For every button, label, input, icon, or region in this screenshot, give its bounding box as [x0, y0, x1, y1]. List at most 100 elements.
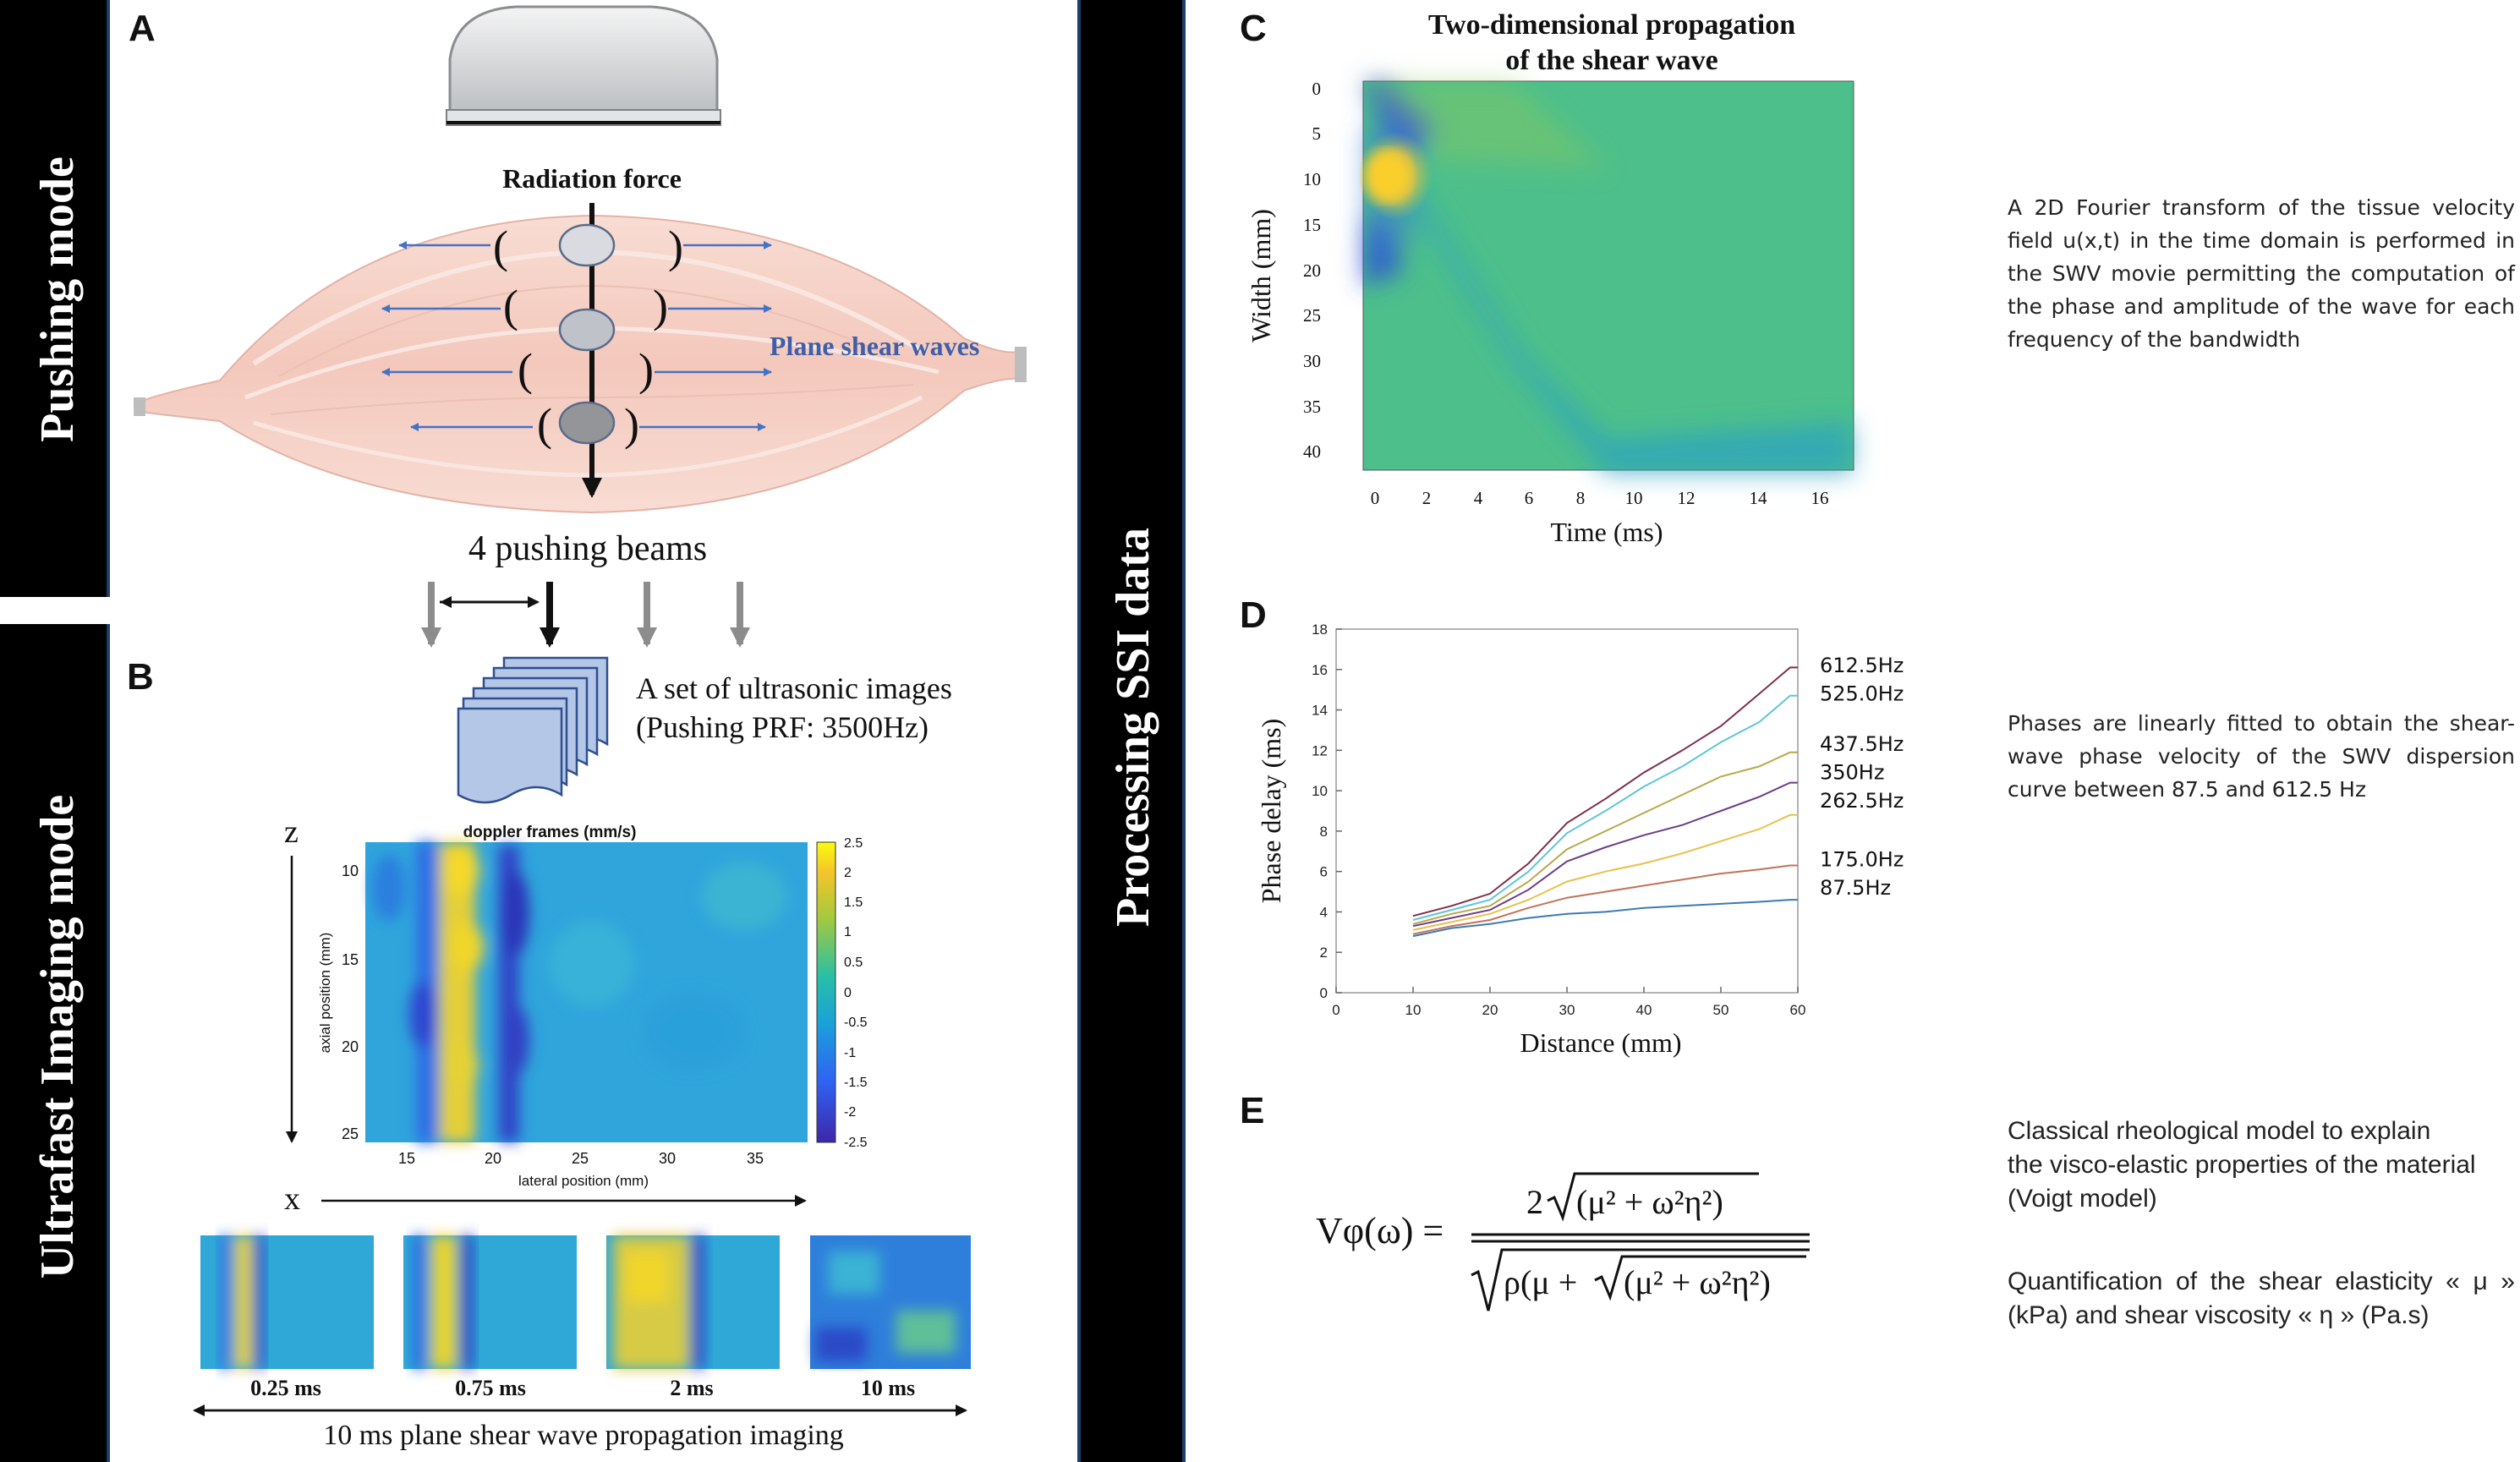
y-tick-label: 16 — [1312, 662, 1328, 678]
x-tick-label: 50 — [1713, 1002, 1729, 1018]
panel-c-ylabel: Width (mm) — [1246, 209, 1276, 342]
colorbar-tick: -2 — [844, 1105, 856, 1120]
quant-desc-line1: Quantification of the shear elasticity «… — [2008, 1268, 2515, 1295]
voigt-description: Classical rheological model to explain t… — [2008, 1114, 2515, 1216]
doppler-heatmap — [365, 842, 808, 1142]
series-line-87.5Hz — [1412, 899, 1798, 938]
y-tick-label: 10 — [1312, 783, 1328, 799]
axis-z-label: z — [284, 814, 299, 850]
voigt-desc-line3: (Voigt model) — [2008, 1185, 2157, 1213]
doppler-ylabel: axial position (mm) — [317, 933, 333, 1054]
doppler-x-tick: 35 — [747, 1150, 764, 1167]
denominator-inner-radical — [1594, 1255, 1806, 1301]
equation-den-radicand: (μ² + ω²η²) — [1624, 1263, 1771, 1301]
colorbar-tick: -1.5 — [844, 1076, 868, 1090]
voigt-equation: Vφ(ω) = 2 (μ² + ω²η²) ρ(μ + (μ² + ω²η²) — [1316, 1172, 1810, 1311]
y-tick-label: 12 — [1312, 742, 1328, 758]
doppler-x-tick: 20 — [485, 1150, 501, 1167]
chart-xlabel: Distance (mm) — [1520, 1027, 1681, 1058]
doppler-y-ticks: 10 15 20 25 — [342, 862, 359, 1142]
panel-c-x-tick: 16 — [1811, 488, 1829, 508]
panel-c-y-tick: 20 — [1303, 260, 1321, 281]
doppler-x-ticks: 15 20 25 30 35 — [398, 1150, 764, 1167]
panel-c-y-tick: 5 — [1312, 123, 1322, 144]
panel-letter-c: C — [1240, 8, 1267, 49]
panel-c-x-tick: 0 — [1371, 488, 1380, 508]
ultrasound-probe — [446, 5, 721, 126]
series-line-612.5Hz — [1412, 666, 1798, 917]
pushing-prf-label: (Pushing PRF: 3500Hz) — [636, 710, 929, 744]
push-focus-2 — [558, 308, 616, 352]
propagation-label: 10 ms plane shear wave propagation imagi… — [323, 1420, 844, 1451]
panel-c-x-tick: 14 — [1750, 488, 1768, 508]
doppler-map-title: doppler frames (mm/s) — [463, 824, 637, 841]
svg-text:(: ( — [503, 281, 518, 331]
side-label-processing: Processing SSI data — [1107, 528, 1159, 927]
pushing-beams-label: 4 pushing beams — [468, 529, 707, 568]
side-label-ultrafast: Ultrafast Imaging mode — [31, 795, 84, 1279]
panel-letter-e: E — [1240, 1090, 1264, 1131]
series-label: 175.0Hz — [1820, 847, 1904, 871]
chart-ylabel: Phase delay (ms) — [1256, 719, 1286, 904]
denominator-radical — [1471, 1248, 1810, 1311]
svg-text:(: ( — [537, 399, 552, 450]
doppler-y-tick: 20 — [342, 1038, 359, 1055]
doppler-y-tick: 15 — [342, 951, 359, 968]
panel-letter-a: A — [129, 8, 156, 49]
panel-c-y-tick: 15 — [1303, 215, 1321, 235]
frame-10ms — [810, 1235, 971, 1369]
numerator-radical — [1547, 1172, 1759, 1222]
equation-num-coef: 2 — [1526, 1183, 1543, 1221]
quant-desc-line2: (kPa) and shear viscosity « η » (Pa.s) — [2008, 1301, 2430, 1329]
panel-c-y-tick: 40 — [1303, 441, 1321, 462]
panel-c-y-tick: 30 — [1303, 351, 1321, 371]
colorbar-tick: 0.5 — [844, 956, 863, 970]
side-label-pushing: Pushing mode — [31, 156, 84, 442]
equation-num-radicand: (μ² + ω²η²) — [1576, 1183, 1723, 1221]
panel-c-y-tick: 10 — [1303, 169, 1321, 189]
svg-text:): ) — [638, 344, 654, 395]
radiation-force-label: Radiation force — [502, 163, 682, 194]
colorbar — [816, 841, 836, 1143]
series-label: 437.5Hz — [1820, 732, 1904, 756]
doppler-y-tick: 25 — [342, 1125, 359, 1142]
panel-c-x-tick: 6 — [1525, 488, 1534, 508]
doppler-y-tick: 10 — [342, 862, 359, 879]
frame-label: 2 ms — [670, 1376, 713, 1400]
doppler-x-tick: 15 — [398, 1150, 415, 1167]
panel-c-y-ticks: 0 5 10 15 20 25 30 35 40 — [1303, 79, 1321, 462]
y-tick-label: 8 — [1320, 824, 1328, 840]
panel-c-title-line2: of the shear wave — [1505, 45, 1718, 76]
svg-text:(: ( — [493, 222, 508, 272]
series-label: 525.0Hz — [1820, 682, 1904, 705]
voigt-desc-line2: the visco-elastic properties of the mate… — [2008, 1151, 2476, 1179]
frame-label: 0.25 ms — [250, 1376, 321, 1400]
panel-c-x-tick: 8 — [1576, 488, 1586, 508]
colorbar-tick: -1 — [844, 1046, 856, 1060]
svg-text:(: ( — [518, 344, 533, 395]
equation-den-rho: ρ(μ + — [1504, 1263, 1577, 1301]
panel-letter-b: B — [127, 656, 154, 698]
y-tick-label: 18 — [1312, 621, 1328, 638]
x-tick-label: 60 — [1790, 1002, 1806, 1018]
series-label: 350Hz — [1820, 761, 1884, 785]
frame-2ms — [606, 1235, 780, 1369]
y-tick-label: 0 — [1320, 985, 1328, 1001]
voigt-desc-line1: Classical rheological model to explain — [2008, 1117, 2431, 1145]
series-label: 87.5Hz — [1820, 876, 1891, 900]
panel-c-x-tick: 4 — [1474, 488, 1483, 508]
frame-labels: 0.25 ms 0.75 ms 2 ms 10 ms — [250, 1376, 915, 1400]
series-label: 262.5Hz — [1820, 789, 1904, 813]
frame-0-75ms — [403, 1235, 577, 1369]
push-focus-1 — [558, 223, 616, 267]
panel-c-y-tick: 25 — [1303, 305, 1321, 326]
colorbar-tick: 2.5 — [844, 836, 863, 851]
x-tick-label: 0 — [1332, 1002, 1339, 1018]
colorbar-tick: 2 — [844, 866, 852, 880]
svg-text:): ) — [653, 281, 668, 331]
panel-c-x-ticks: 0 2 4 6 8 10 12 14 16 — [1371, 488, 1829, 508]
quantification-description: Quantification of the shear elasticity «… — [2008, 1265, 2515, 1333]
panel-d-description: Phases are linearly fitted to obtain the… — [2008, 711, 2515, 802]
series-line-437.5Hz — [1412, 751, 1798, 925]
